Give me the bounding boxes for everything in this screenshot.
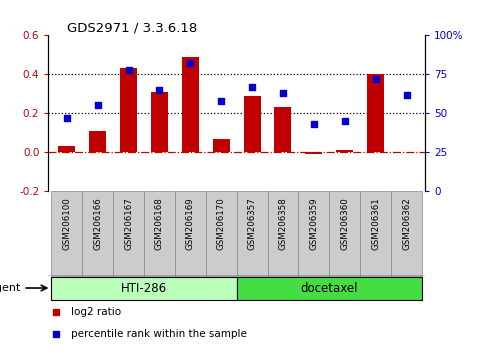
Text: GSM206167: GSM206167 — [124, 197, 133, 250]
Text: HTI-286: HTI-286 — [121, 281, 167, 295]
Point — [372, 76, 380, 82]
Bar — [329, 191, 360, 276]
Text: docetaxel: docetaxel — [300, 281, 358, 295]
Bar — [58, 147, 75, 152]
Bar — [213, 139, 230, 152]
Bar — [305, 152, 322, 154]
Text: GSM206358: GSM206358 — [279, 197, 287, 250]
Point — [217, 98, 225, 104]
Bar — [151, 92, 168, 152]
Bar — [51, 191, 82, 276]
Bar — [113, 191, 144, 276]
Bar — [243, 96, 261, 152]
Bar — [237, 191, 268, 276]
Text: GSM206362: GSM206362 — [402, 197, 411, 250]
Bar — [298, 191, 329, 276]
Point — [403, 92, 411, 97]
Text: GSM206169: GSM206169 — [186, 197, 195, 250]
Bar — [237, 278, 422, 299]
Text: GSM206100: GSM206100 — [62, 197, 71, 250]
Bar — [360, 191, 391, 276]
Bar — [182, 57, 199, 152]
Bar — [274, 108, 291, 152]
Bar — [367, 74, 384, 152]
Bar — [82, 191, 113, 276]
Text: GSM206360: GSM206360 — [340, 197, 349, 250]
Text: GDS2971 / 3.3.6.18: GDS2971 / 3.3.6.18 — [67, 21, 198, 34]
Bar — [206, 191, 237, 276]
Point — [125, 67, 132, 73]
Point — [186, 61, 194, 66]
Point — [279, 90, 287, 96]
Point — [310, 121, 318, 127]
Text: GSM206168: GSM206168 — [155, 197, 164, 250]
Text: GSM206357: GSM206357 — [248, 197, 256, 250]
Point — [341, 118, 349, 124]
Point — [156, 87, 163, 93]
Text: GSM206361: GSM206361 — [371, 197, 380, 250]
Bar — [51, 278, 237, 299]
Text: log2 ratio: log2 ratio — [71, 307, 121, 318]
Bar — [336, 150, 353, 152]
Point — [94, 103, 101, 108]
Text: percentile rank within the sample: percentile rank within the sample — [71, 329, 247, 339]
Point — [248, 84, 256, 90]
Text: GSM206170: GSM206170 — [217, 197, 226, 250]
Bar — [175, 191, 206, 276]
Point — [63, 115, 71, 121]
Bar — [391, 191, 422, 276]
Bar — [268, 191, 298, 276]
Bar — [89, 131, 106, 152]
Text: agent: agent — [0, 283, 47, 293]
Bar — [120, 69, 137, 152]
Text: GSM206359: GSM206359 — [310, 197, 318, 250]
Text: GSM206166: GSM206166 — [93, 197, 102, 250]
Bar — [144, 191, 175, 276]
